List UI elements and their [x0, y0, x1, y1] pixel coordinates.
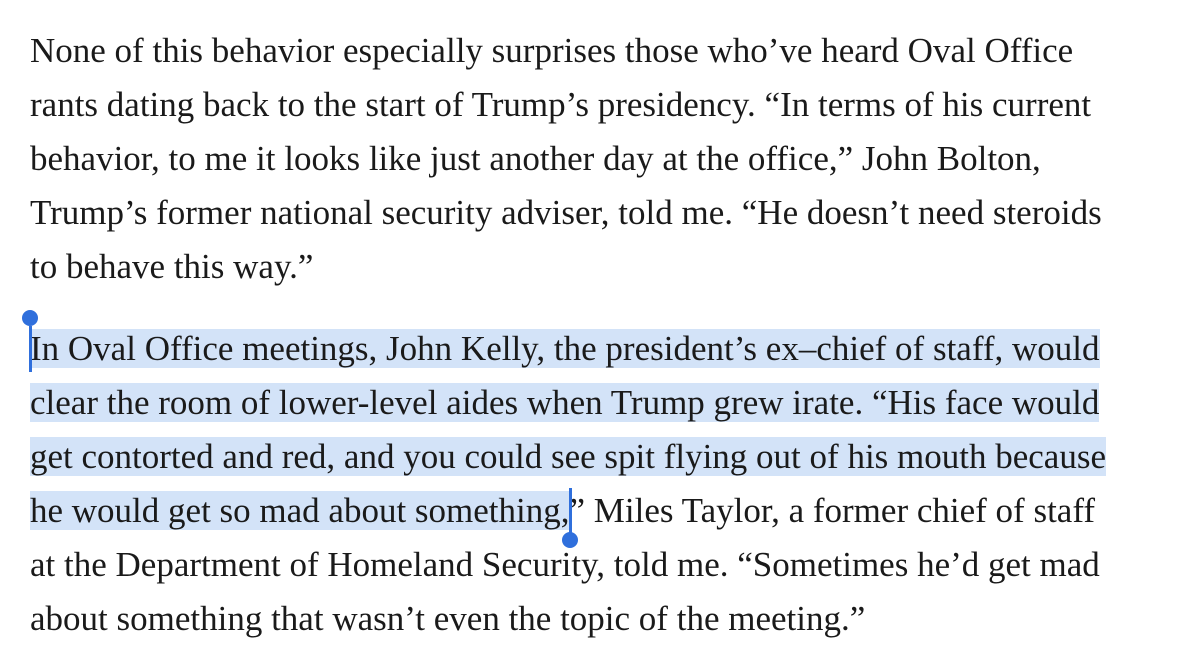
- text-line: to behave this way.”: [30, 247, 314, 286]
- text-line-selected: clear the room of lower-level aides when…: [30, 376, 1180, 430]
- text-line-partially-selected: he would get so mad about something,” Mi…: [30, 484, 1180, 548]
- selection-start-caret[interactable]: [29, 326, 32, 372]
- unselected-text: ” Miles Taylor, a former chief of staff: [569, 491, 1096, 530]
- article-body: None of this behavior especially surpris…: [22, 24, 1180, 646]
- text-line: None of this behavior especially surpris…: [30, 31, 1074, 70]
- selection-end-knob-icon[interactable]: [561, 532, 578, 548]
- text-line-selected: In Oval Office meetings, John Kelly, the…: [22, 310, 1180, 376]
- text-line: rants dating back to the start of Trump’…: [30, 85, 1092, 124]
- selection-start-knob-icon[interactable]: [22, 310, 38, 326]
- paragraph-kelly-taylor-quote: In Oval Office meetings, John Kelly, the…: [22, 310, 1180, 646]
- text-line-selected: get contorted and red, and you could see…: [30, 430, 1180, 484]
- selected-text[interactable]: get contorted and red, and you could see…: [30, 437, 1106, 476]
- selection-end-caret[interactable]: [568, 488, 572, 538]
- selected-text[interactable]: clear the room of lower-level aides when…: [30, 383, 1100, 422]
- text-line: about something that wasn’t even the top…: [30, 599, 866, 638]
- text-line: behavior, to me it looks like just anoth…: [30, 139, 1041, 178]
- selected-text[interactable]: he would get so mad about something,: [30, 491, 570, 530]
- text-line: Trump’s former national security adviser…: [30, 193, 1102, 232]
- paragraph-bolton-quote: None of this behavior especially surpris…: [30, 24, 1180, 294]
- selected-text[interactable]: In Oval Office meetings, John Kelly, the…: [30, 329, 1100, 368]
- text-line: at the Department of Homeland Security, …: [30, 545, 1100, 584]
